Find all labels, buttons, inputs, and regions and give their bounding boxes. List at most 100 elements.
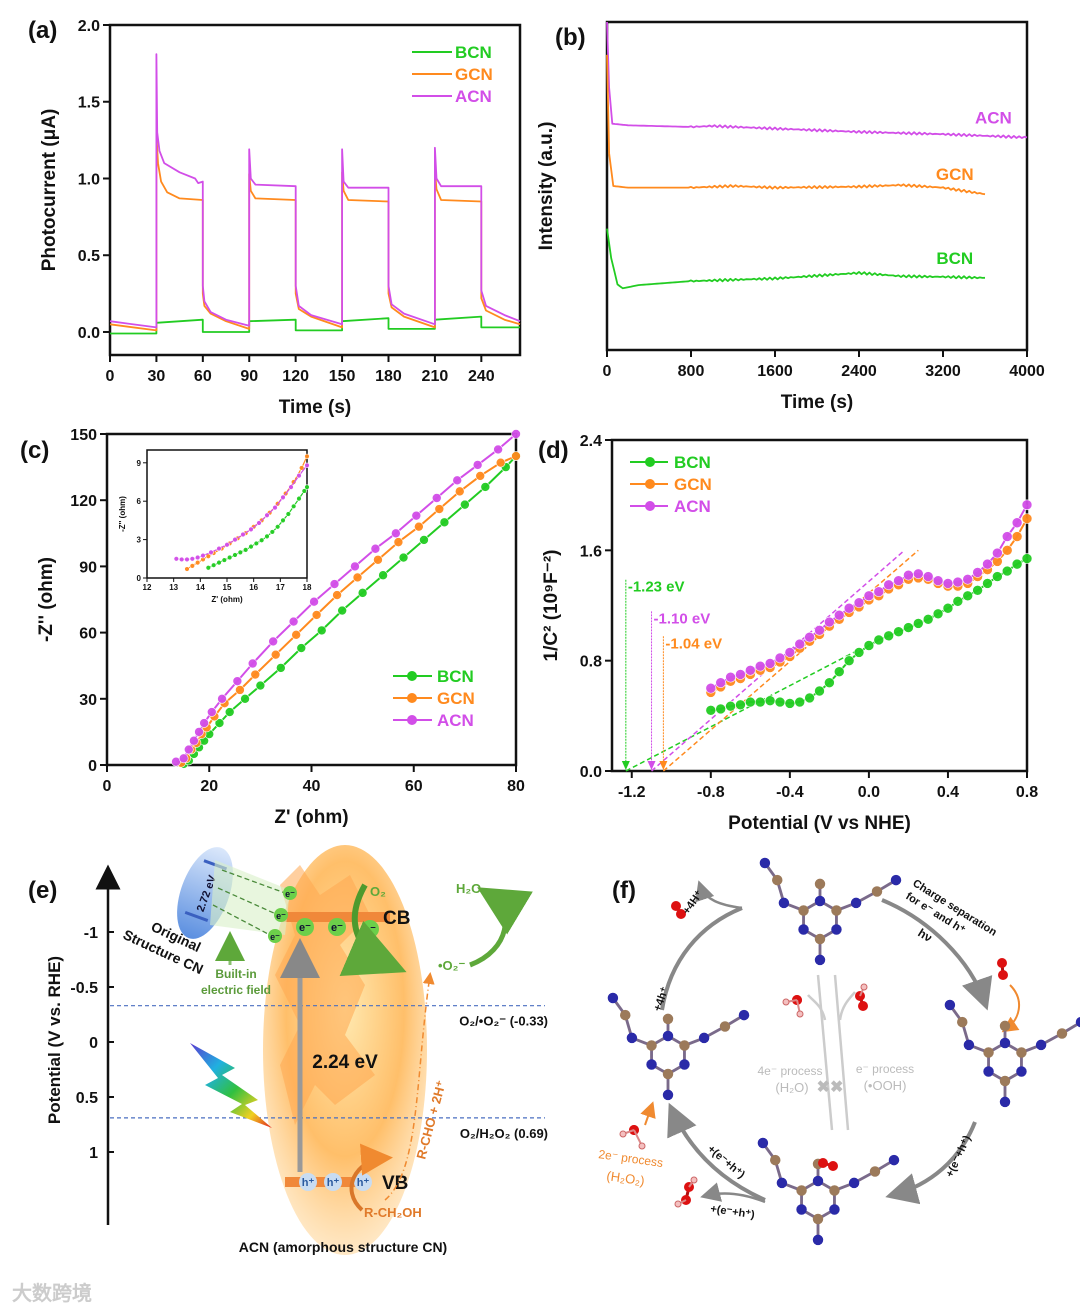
hydrogen-atom — [782, 998, 790, 1006]
h2o2-release-arrow — [640, 1101, 656, 1126]
nitrogen-atom — [829, 1204, 840, 1215]
data-point-bcn — [794, 696, 806, 708]
data-point-gcn — [1001, 545, 1013, 556]
legend-marker-gcn — [645, 479, 655, 489]
data-point-acn — [217, 693, 227, 704]
field-label-2: electric field — [201, 983, 271, 997]
data-point-gcn — [311, 610, 322, 620]
inset-point-bcn — [274, 524, 281, 530]
hole-label: h⁺ — [302, 1177, 315, 1189]
data-point-bcn — [784, 698, 796, 709]
series-line-bcn — [606, 228, 986, 290]
x-tick-label: 13 — [169, 583, 178, 592]
x-tick-label: 3200 — [925, 363, 961, 380]
inset-point-bcn — [210, 562, 217, 568]
inset-point-acn — [184, 556, 190, 563]
inset-point-gcn — [189, 563, 196, 569]
chart-b-intensity: 0 800 1600 2400 3200 4000 Time (s) Intensity (a… — [536, 20, 1045, 413]
inset-point-bcn — [242, 547, 249, 553]
step-right-label: +(e⁻+h⁺) — [944, 1133, 974, 1179]
data-point-acn — [1001, 531, 1013, 542]
data-point-bcn — [873, 634, 885, 646]
nitrogen-atom — [963, 1039, 975, 1051]
data-point-acn — [472, 460, 483, 470]
data-point-bcn — [922, 613, 934, 625]
inset-point-acn — [194, 554, 201, 561]
carbon-atom — [999, 1020, 1011, 1032]
data-point-acn — [178, 753, 189, 764]
data-point-bcn — [903, 622, 914, 633]
data-point-acn — [942, 578, 954, 589]
oxygen-atom — [997, 958, 1007, 968]
y-tick-label: 6 — [137, 497, 142, 506]
data-point-bcn — [224, 707, 235, 717]
data-point-acn — [833, 609, 845, 621]
electron-icon — [283, 886, 297, 900]
legend-label-gcn: GCN — [674, 475, 712, 494]
nitrogen-atom — [1035, 1039, 1047, 1051]
plus-4h-label: +4h⁺ — [652, 985, 672, 1013]
data-point-bcn — [316, 625, 327, 636]
data-point-acn — [247, 658, 258, 669]
data-point-bcn — [296, 643, 307, 653]
y-axis-label: -Z'' (ohm) — [118, 496, 127, 532]
data-point-acn — [350, 561, 360, 572]
data-point-acn — [735, 669, 746, 680]
fit-line-bcn — [625, 648, 860, 772]
data-point-gcn — [291, 630, 301, 640]
chart-a-photocurrent: 0 30 60 90 120 150 180 210 240 0.0 0.5 1.0 1.5 2.0 Tim… — [39, 18, 522, 418]
x-tick-label: 0 — [106, 368, 115, 385]
data-point-bcn — [460, 499, 470, 510]
inset-point-bcn — [304, 484, 310, 490]
data-point-bcn — [962, 590, 974, 602]
light-bolt-icon — [190, 1043, 272, 1128]
carbon-atom — [796, 1185, 807, 1196]
legend-label-bcn: BCN — [455, 43, 492, 62]
y-axis-label: 1/C² (10⁹F⁻²) — [541, 550, 562, 662]
flatband-label-gcn: -1.04 eV — [665, 635, 722, 652]
data-point-bcn — [952, 596, 964, 607]
inset-point-acn — [208, 549, 214, 556]
data-point-bcn — [735, 699, 746, 711]
electron-icon — [296, 918, 314, 936]
data-point-acn — [853, 597, 865, 609]
carbon-atom — [679, 1040, 690, 1051]
nitrogen-atom — [796, 1204, 807, 1215]
data-point-gcn — [1011, 531, 1023, 542]
inset-point-acn — [280, 494, 286, 501]
inset-point-bcn — [226, 554, 233, 561]
carbon-atom — [719, 1021, 731, 1032]
data-point-acn — [452, 475, 463, 486]
oxygen-atom — [828, 1161, 838, 1171]
data-point-acn — [932, 575, 944, 586]
nitrogen-atom — [814, 954, 826, 966]
panel-label-a: (a) — [28, 17, 57, 44]
inset-point-acn — [240, 531, 246, 538]
electron-label: e⁻ — [331, 922, 343, 934]
x-axis-label: Time (s) — [781, 392, 854, 413]
oxygen-atom — [818, 1158, 828, 1168]
panel-label-b: (b) — [555, 24, 586, 51]
carbon-atom — [983, 1047, 994, 1058]
inset-point-acn — [224, 542, 230, 548]
data-point-bcn — [774, 696, 786, 708]
data-point-bcn — [725, 700, 736, 712]
carbon-nitride-molecule — [759, 857, 902, 966]
o2-reduction-arrow — [339, 883, 407, 976]
data-point-acn — [232, 676, 243, 686]
y-tick-label: 0 — [88, 758, 97, 775]
nitrogen-atom — [798, 924, 809, 935]
watermark: 大数跨境 — [12, 1281, 92, 1305]
x-tick-label: 180 — [375, 368, 402, 385]
x-tick-label: 15 — [223, 583, 232, 592]
data-point-bcn — [853, 647, 865, 658]
data-point-acn — [863, 590, 875, 602]
data-point-acn — [972, 567, 983, 578]
proc-1e-label-1: e⁻ process — [856, 1062, 914, 1076]
x-tick-label: 12 — [143, 583, 152, 592]
inset-point-bcn — [205, 565, 212, 571]
step-release-label: +(e⁻+h⁺) — [710, 1203, 756, 1221]
potential-tick-label: 0.5 — [76, 1090, 98, 1107]
data-point-bcn — [1011, 558, 1023, 570]
inset-point-bcn — [221, 557, 228, 563]
